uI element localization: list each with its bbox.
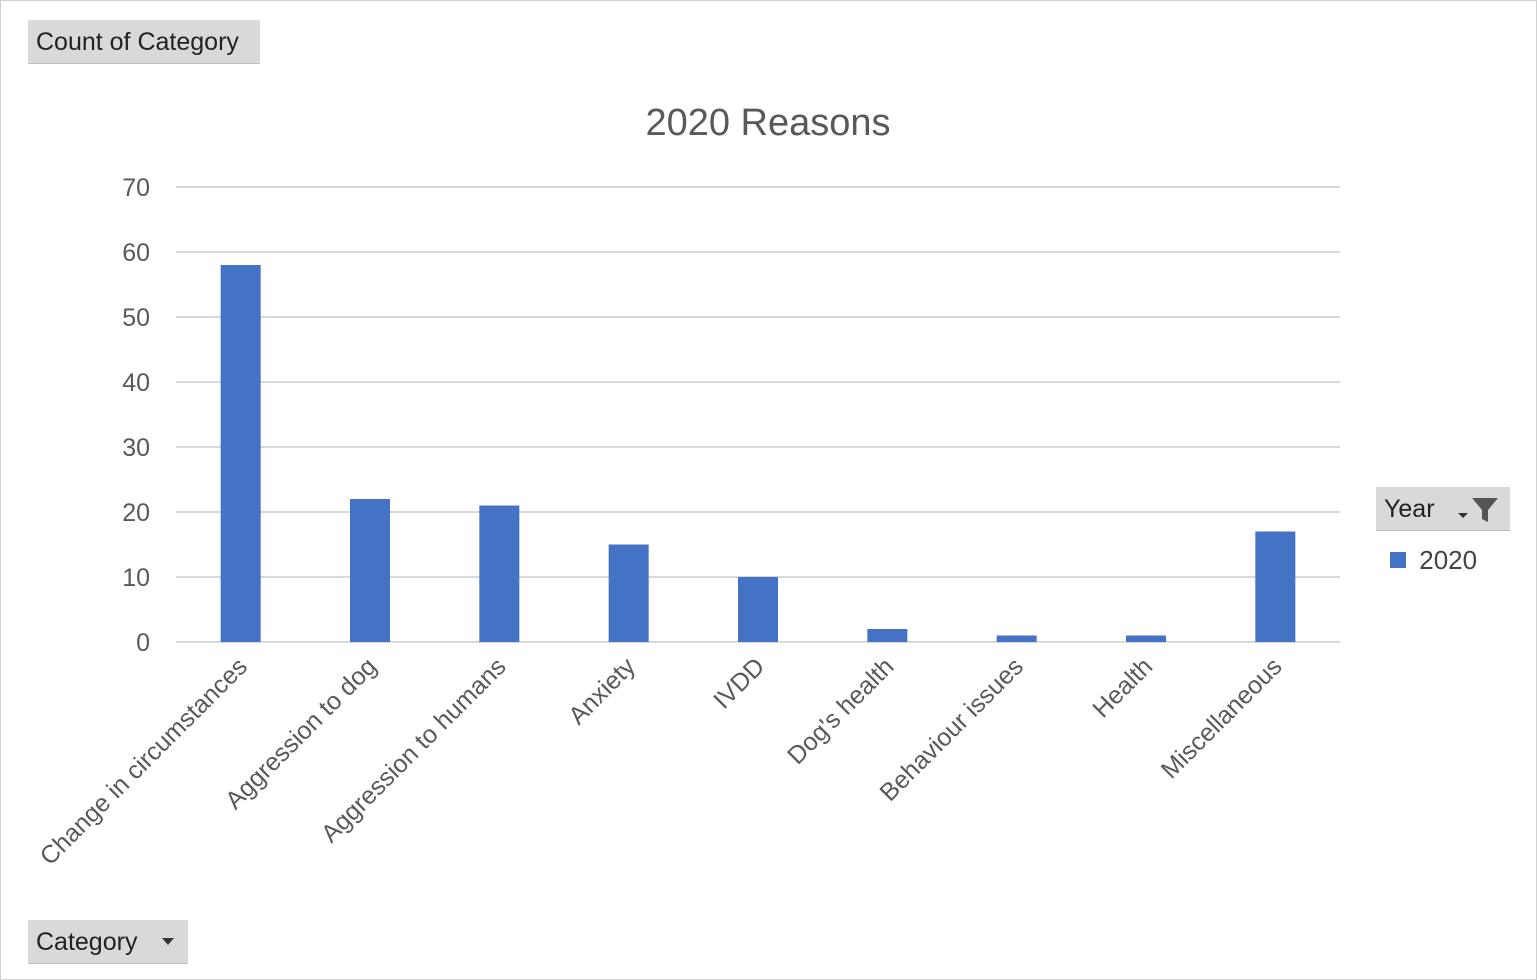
category-field-label: Category <box>36 928 138 956</box>
x-tick-label: IVDD <box>708 652 770 714</box>
legend-item: 2020 <box>1390 545 1477 575</box>
year-field-label: Year <box>1384 495 1435 523</box>
value-field-label: Count of Category <box>36 28 239 56</box>
category-field-button[interactable]: Category <box>28 920 188 964</box>
bar[interactable] <box>738 577 778 642</box>
value-field-button[interactable]: Count of Category <box>28 20 260 64</box>
y-tick-label: 30 <box>122 434 150 462</box>
x-tick-label: Dog's health <box>782 652 900 770</box>
y-tick-label: 40 <box>122 369 150 397</box>
y-tick-label: 70 <box>122 174 150 202</box>
y-tick-label: 0 <box>136 629 150 657</box>
y-tick-label: 60 <box>122 239 150 267</box>
year-field-button[interactable]: Year <box>1376 487 1510 531</box>
y-axis: 0 10 20 30 40 50 60 70 <box>122 174 150 657</box>
x-tick-label: Change in circumstances <box>35 652 253 870</box>
bar[interactable] <box>479 505 520 643</box>
bar[interactable] <box>1126 635 1166 643</box>
filter-icon[interactable] <box>1470 495 1500 525</box>
x-tick-label: Miscellaneous <box>1156 652 1288 784</box>
chart-title: 2020 Reasons <box>645 102 890 144</box>
legend-swatch <box>1390 552 1406 569</box>
y-tick-label: 10 <box>122 564 150 592</box>
bar[interactable] <box>220 265 261 642</box>
y-tick-label: 50 <box>122 304 150 332</box>
x-tick-label: Health <box>1087 652 1158 723</box>
bar[interactable] <box>350 499 390 642</box>
legend-label: 2020 <box>1419 545 1478 575</box>
chevron-down-icon[interactable] <box>1458 513 1468 518</box>
bar[interactable] <box>867 629 908 642</box>
x-tick-label: Anxiety <box>563 652 641 730</box>
bar[interactable] <box>1255 531 1296 643</box>
bar[interactable] <box>608 544 649 643</box>
y-tick-label: 20 <box>122 499 150 527</box>
bar-series[interactable] <box>220 265 1296 643</box>
chevron-down-icon[interactable] <box>162 938 174 945</box>
bar[interactable] <box>996 635 1037 643</box>
x-tick-label: Behaviour issues <box>874 652 1028 806</box>
